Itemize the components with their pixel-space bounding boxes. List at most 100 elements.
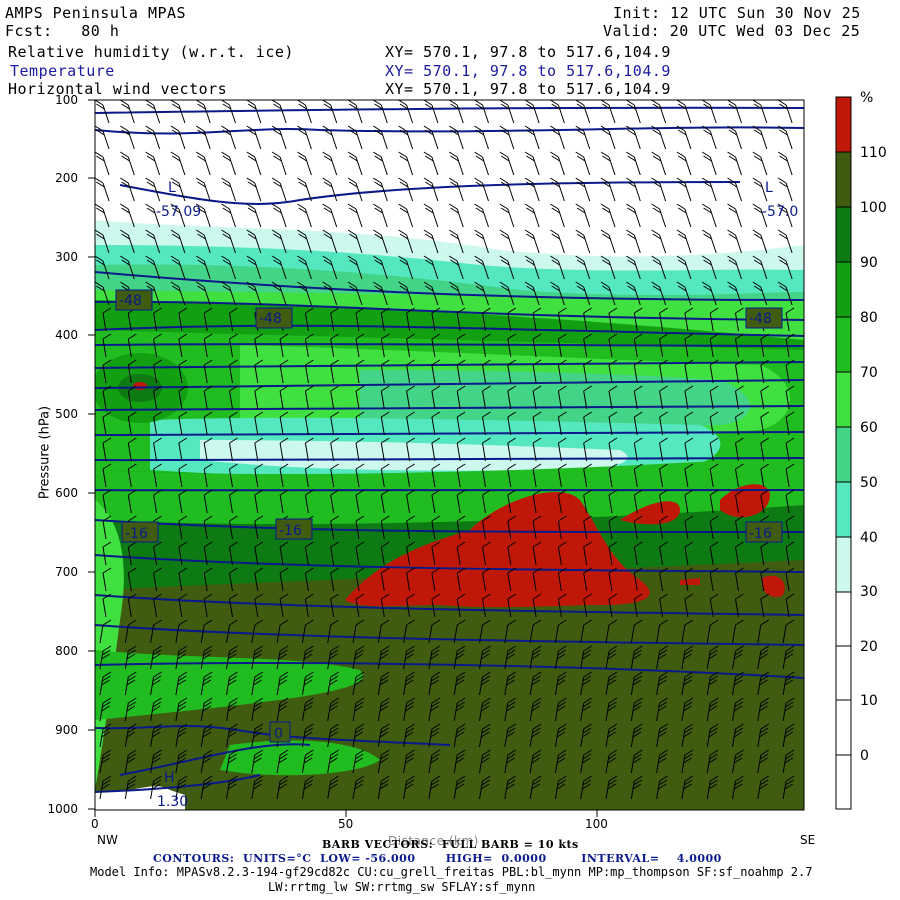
wind-barb xyxy=(659,104,667,124)
wind-barb xyxy=(200,780,205,800)
wind-barb xyxy=(229,130,236,150)
wind-barb xyxy=(735,494,739,514)
wind-barb xyxy=(99,780,104,800)
wind-barb xyxy=(580,780,585,800)
wind-barb xyxy=(254,364,259,384)
wind-barb xyxy=(656,624,661,644)
wind-barb xyxy=(352,754,357,774)
wind-barb xyxy=(178,182,186,202)
colorbar xyxy=(835,96,852,810)
wind-barb xyxy=(630,754,635,774)
wind-barb xyxy=(428,624,433,644)
wind-barb xyxy=(175,780,180,800)
wind-barb xyxy=(178,208,186,228)
wind-barb xyxy=(760,494,765,514)
wind-barb xyxy=(785,208,793,228)
wind-barb xyxy=(279,260,287,280)
wind-barb xyxy=(178,312,183,332)
wind-barb xyxy=(431,234,439,254)
x-endpoint-se: SE xyxy=(800,833,816,847)
wind-barb xyxy=(456,208,464,228)
wind-barb xyxy=(355,312,360,332)
wind-barb xyxy=(735,546,739,566)
wind-barb xyxy=(709,182,717,202)
wind-barb xyxy=(127,234,135,254)
wind-barb xyxy=(583,416,588,436)
wind-barb xyxy=(127,494,132,514)
wind-barb xyxy=(608,156,616,176)
wind-barb xyxy=(529,676,534,696)
wind-barb xyxy=(504,650,509,670)
wind-barb xyxy=(605,754,610,774)
wind-barb xyxy=(583,182,591,202)
wind-barb xyxy=(633,364,638,384)
wind-barb xyxy=(732,702,736,722)
wind-barb xyxy=(153,390,158,410)
wind-barb xyxy=(659,442,664,462)
wind-barb xyxy=(659,468,664,488)
wind-barb xyxy=(532,390,537,410)
wind-barb xyxy=(304,468,309,488)
wind-barb xyxy=(760,442,765,462)
wind-barb xyxy=(406,234,414,254)
wind-barb xyxy=(659,130,667,150)
wind-barb xyxy=(684,208,692,228)
wind-barb xyxy=(735,572,739,592)
wind-barb xyxy=(681,624,686,644)
wind-barb xyxy=(656,728,661,748)
wind-barb xyxy=(102,234,110,254)
wind-barb xyxy=(684,182,692,202)
wind-barb xyxy=(251,780,256,800)
terrain xyxy=(95,786,185,810)
wind-barb xyxy=(608,234,616,254)
wind-barb xyxy=(785,156,793,176)
wind-barb xyxy=(557,572,562,592)
wind-barb xyxy=(782,702,787,722)
wind-barb xyxy=(330,468,335,488)
wind-barb xyxy=(482,520,486,540)
wind-barb xyxy=(102,260,110,280)
wind-barb xyxy=(330,104,338,124)
colorbar-label: 70 xyxy=(860,365,878,381)
wind-barb xyxy=(327,624,332,644)
wind-barb xyxy=(760,286,768,306)
wind-barb xyxy=(175,624,180,644)
wind-barb xyxy=(706,754,711,774)
rh-fill-110 xyxy=(345,491,650,608)
wind-barb xyxy=(380,338,385,358)
wind-barb xyxy=(127,312,132,332)
wind-barb xyxy=(304,572,309,592)
wind-barb xyxy=(735,130,742,150)
wind-barb xyxy=(479,754,483,774)
wind-barb xyxy=(178,572,183,592)
wind-barb xyxy=(684,260,692,280)
wind-barb xyxy=(709,338,714,358)
wind-barb xyxy=(785,338,790,358)
wind-barb xyxy=(557,130,565,150)
wind-barb xyxy=(406,208,414,228)
wind-barb xyxy=(203,442,208,462)
wind-barb xyxy=(608,130,616,150)
wind-barb xyxy=(304,338,309,358)
wind-barb xyxy=(102,364,107,384)
wind-barb xyxy=(226,754,230,774)
wind-barb xyxy=(127,416,132,436)
wind-barb xyxy=(203,494,208,514)
wind-barb xyxy=(178,390,183,410)
wind-barb xyxy=(684,364,689,384)
wind-barb xyxy=(557,234,565,254)
wind-barb xyxy=(127,104,135,124)
wind-barb xyxy=(431,468,436,488)
wind-barb xyxy=(554,650,559,670)
wind-barb xyxy=(431,572,436,592)
wind-barb xyxy=(456,260,464,280)
wind-barb xyxy=(203,416,208,436)
wind-barb xyxy=(352,676,357,696)
wind-barb xyxy=(735,286,742,306)
wind-barb xyxy=(529,780,534,800)
colorbar-label: 100 xyxy=(860,200,887,216)
wind-barb xyxy=(355,364,360,384)
wind-barb xyxy=(229,338,233,358)
wind-barb xyxy=(304,546,309,566)
wind-barb xyxy=(684,312,689,332)
